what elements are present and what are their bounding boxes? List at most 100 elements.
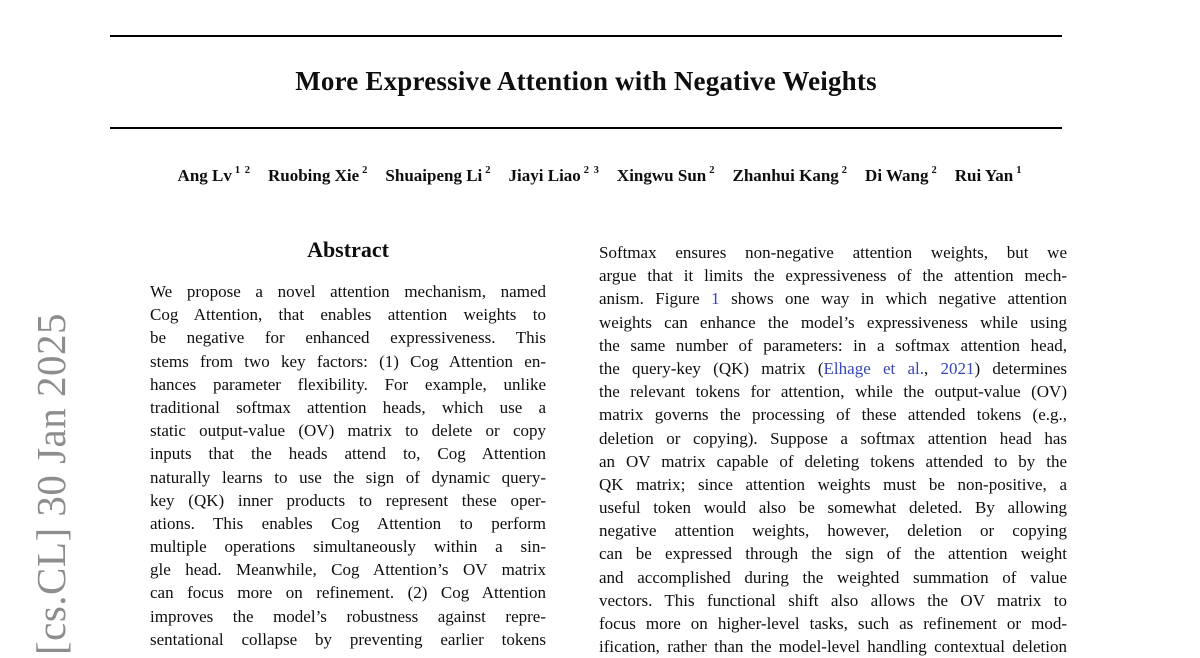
text-line: negative attention weights, however, del… bbox=[599, 519, 1067, 542]
author-affiliation-sup: 2 bbox=[485, 165, 492, 177]
text-segment: be negative for enhanced expressiveness.… bbox=[150, 328, 546, 348]
text-segment: deletion or copying). Suppose a softmax … bbox=[599, 428, 1067, 448]
author-affiliation-sup: 2 bbox=[362, 165, 369, 177]
text-line: ification, rather than the model-level h… bbox=[599, 635, 1067, 658]
text-segment: traditional softmax attention heads, whi… bbox=[150, 397, 546, 417]
text-segment: static output-value (OV) matrix to delet… bbox=[150, 421, 546, 441]
author: Jiayi Liao 2 3 bbox=[508, 165, 600, 185]
author-affiliation-sup: 2 3 bbox=[583, 165, 600, 177]
author: Di Wang 2 bbox=[865, 165, 938, 185]
text-line: key (QK) inner products to represent the… bbox=[150, 489, 546, 512]
text-segment: can focus more on refinement. (2) Cog At… bbox=[150, 583, 546, 603]
header-rule-top bbox=[110, 35, 1062, 37]
text-segment: shows one way in which negative attentio… bbox=[719, 289, 1067, 309]
text-segment: ) determines bbox=[974, 358, 1067, 378]
text-line: Softmax ensures non-negative attention w… bbox=[599, 241, 1067, 264]
text-line: ations. This enables Cog Attention to pe… bbox=[150, 512, 546, 535]
text-segment: , bbox=[924, 358, 941, 378]
text-line: matrix governs the processing of these a… bbox=[599, 403, 1067, 426]
author: Xingwu Sun 2 bbox=[616, 165, 716, 185]
text-line: useful token would also be somewhat dele… bbox=[599, 496, 1067, 519]
citation-elhage[interactable]: Elhage et al. bbox=[823, 358, 925, 378]
author: Ruobing Xie 2 bbox=[268, 165, 369, 185]
author-name: Jiayi Liao bbox=[508, 166, 581, 185]
text-line: focus more on higher-level tasks, such a… bbox=[599, 612, 1067, 635]
abstract-text-column: We propose a novel attention mechanism, … bbox=[150, 280, 546, 651]
text-line: inputs that the heads attend to, Cog Att… bbox=[150, 442, 546, 465]
arxiv-watermark: [cs.CL] 30 Jan 2025 bbox=[28, 312, 74, 655]
author-affiliation-sup: 2 bbox=[709, 165, 716, 177]
text-segment: naturally learns to use the sign of dyna… bbox=[150, 467, 546, 487]
author-line: Ang Lv 1 2 Ruobing Xie 2 Shuaipeng Li 2 Jiayi … bbox=[75, 165, 1125, 186]
text-segment: weights can enhance the model’s expressi… bbox=[599, 312, 1067, 332]
text-line: improves the model’s robustness against … bbox=[150, 605, 546, 628]
abstract-heading: Abstract bbox=[307, 237, 389, 262]
text-segment: Softmax ensures non-negative attention w… bbox=[599, 243, 1067, 262]
introduction-text-column: Softmax ensures non-negative attention w… bbox=[599, 241, 1067, 658]
text-segment: multiple operations simultaneously withi… bbox=[150, 537, 546, 557]
text-line: the query-key (QK) matrix (Elhage et al.… bbox=[599, 357, 1067, 380]
author-name: Ang Lv bbox=[177, 166, 232, 185]
author: Shuaipeng Li 2 bbox=[385, 165, 492, 185]
text-line: vectors. This functional shift also allo… bbox=[599, 589, 1067, 612]
text-line: sentational collapse by preventing earli… bbox=[150, 628, 546, 651]
text-line: argue that it limits the expressiveness … bbox=[599, 264, 1067, 287]
text-segment: the query-key (QK) matrix ( bbox=[599, 358, 824, 378]
text-segment: the relevant tokens for attention, while… bbox=[599, 382, 1067, 402]
text-segment: matrix governs the processing of these a… bbox=[599, 405, 1067, 425]
text-line: an OV matrix capable of deleting tokens … bbox=[599, 450, 1067, 473]
text-segment: improves the model’s robustness against … bbox=[150, 606, 546, 626]
text-line: traditional softmax attention heads, whi… bbox=[150, 396, 546, 419]
text-segment: and accomplished during the weighted sum… bbox=[599, 567, 1067, 587]
text-line: Cog Attention, that enables attention we… bbox=[150, 303, 546, 326]
text-segment: inputs that the heads attend to, Cog Att… bbox=[150, 444, 546, 464]
text-segment: negative attention weights, however, del… bbox=[599, 521, 1067, 541]
text-line: can focus more on refinement. (2) Cog At… bbox=[150, 581, 546, 604]
text-segment: We propose a novel attention mechanism, … bbox=[150, 282, 546, 301]
author-name: Ruobing Xie bbox=[268, 166, 360, 185]
text-line: gle head. Meanwhile, Cog Attention’s OV … bbox=[150, 558, 546, 581]
text-segment: can be expressed through the sign of the… bbox=[599, 544, 1067, 564]
text-segment: anism. Figure bbox=[599, 289, 712, 309]
text-line: hances parameter flexibility. For exampl… bbox=[150, 373, 546, 396]
text-segment: stems from two key factors: (1) Cog Atte… bbox=[150, 351, 546, 371]
author: Zhanhui Kang 2 bbox=[732, 165, 849, 185]
text-segment: ations. This enables Cog Attention to pe… bbox=[150, 513, 546, 533]
text-segment: sentational collapse by preventing earli… bbox=[150, 629, 546, 649]
author-affiliation-sup: 2 bbox=[931, 165, 938, 177]
author: Rui Yan 1 bbox=[955, 165, 1023, 185]
author-affiliation-sup: 1 2 bbox=[234, 165, 251, 177]
text-line: be negative for enhanced expressiveness.… bbox=[150, 326, 546, 349]
text-segment: useful token would also be somewhat dele… bbox=[599, 498, 1067, 518]
author-name: Zhanhui Kang bbox=[732, 166, 839, 185]
text-segment: vectors. This functional shift also allo… bbox=[599, 590, 1067, 610]
text-line: deletion or copying). Suppose a softmax … bbox=[599, 427, 1067, 450]
text-segment: gle head. Meanwhile, Cog Attention’s OV … bbox=[150, 560, 546, 580]
text-segment: QK matrix; since attention weights must … bbox=[599, 474, 1067, 494]
paper-title: More Expressive Attention with Negative … bbox=[295, 66, 877, 96]
text-segment: hances parameter flexibility. For exampl… bbox=[150, 374, 546, 394]
text-line: multiple operations simultaneously withi… bbox=[150, 535, 546, 558]
text-line: anism. Figure 1 shows one way in which n… bbox=[599, 287, 1067, 310]
author: Ang Lv 1 2 bbox=[177, 165, 251, 185]
text-segment: an OV matrix capable of deleting tokens … bbox=[599, 451, 1067, 471]
header-rule-bottom bbox=[110, 127, 1062, 129]
text-line: stems from two key factors: (1) Cog Atte… bbox=[150, 350, 546, 373]
text-line: the relevant tokens for attention, while… bbox=[599, 380, 1067, 403]
text-line: naturally learns to use the sign of dyna… bbox=[150, 466, 546, 489]
text-segment: argue that it limits the expressiveness … bbox=[599, 266, 1067, 286]
author-name: Xingwu Sun bbox=[616, 166, 707, 185]
author-name: Shuaipeng Li bbox=[385, 166, 483, 185]
text-segment: key (QK) inner products to represent the… bbox=[150, 490, 546, 510]
author-affiliation-sup: 1 bbox=[1016, 165, 1023, 177]
text-line: We propose a novel attention mechanism, … bbox=[150, 280, 546, 303]
author-name: Di Wang bbox=[865, 166, 929, 185]
text-segment: focus more on higher-level tasks, such a… bbox=[599, 614, 1067, 633]
author-affiliation-sup: 2 bbox=[841, 165, 849, 177]
text-segment: the same number of parameters: in a soft… bbox=[599, 335, 1067, 355]
citation-elhage-year[interactable]: 2021 bbox=[940, 358, 975, 378]
text-line: static output-value (OV) matrix to delet… bbox=[150, 419, 546, 442]
text-line: can be expressed through the sign of the… bbox=[599, 542, 1067, 565]
text-line: the same number of parameters: in a soft… bbox=[599, 334, 1067, 357]
figure-1-reference[interactable]: 1 bbox=[711, 289, 720, 309]
